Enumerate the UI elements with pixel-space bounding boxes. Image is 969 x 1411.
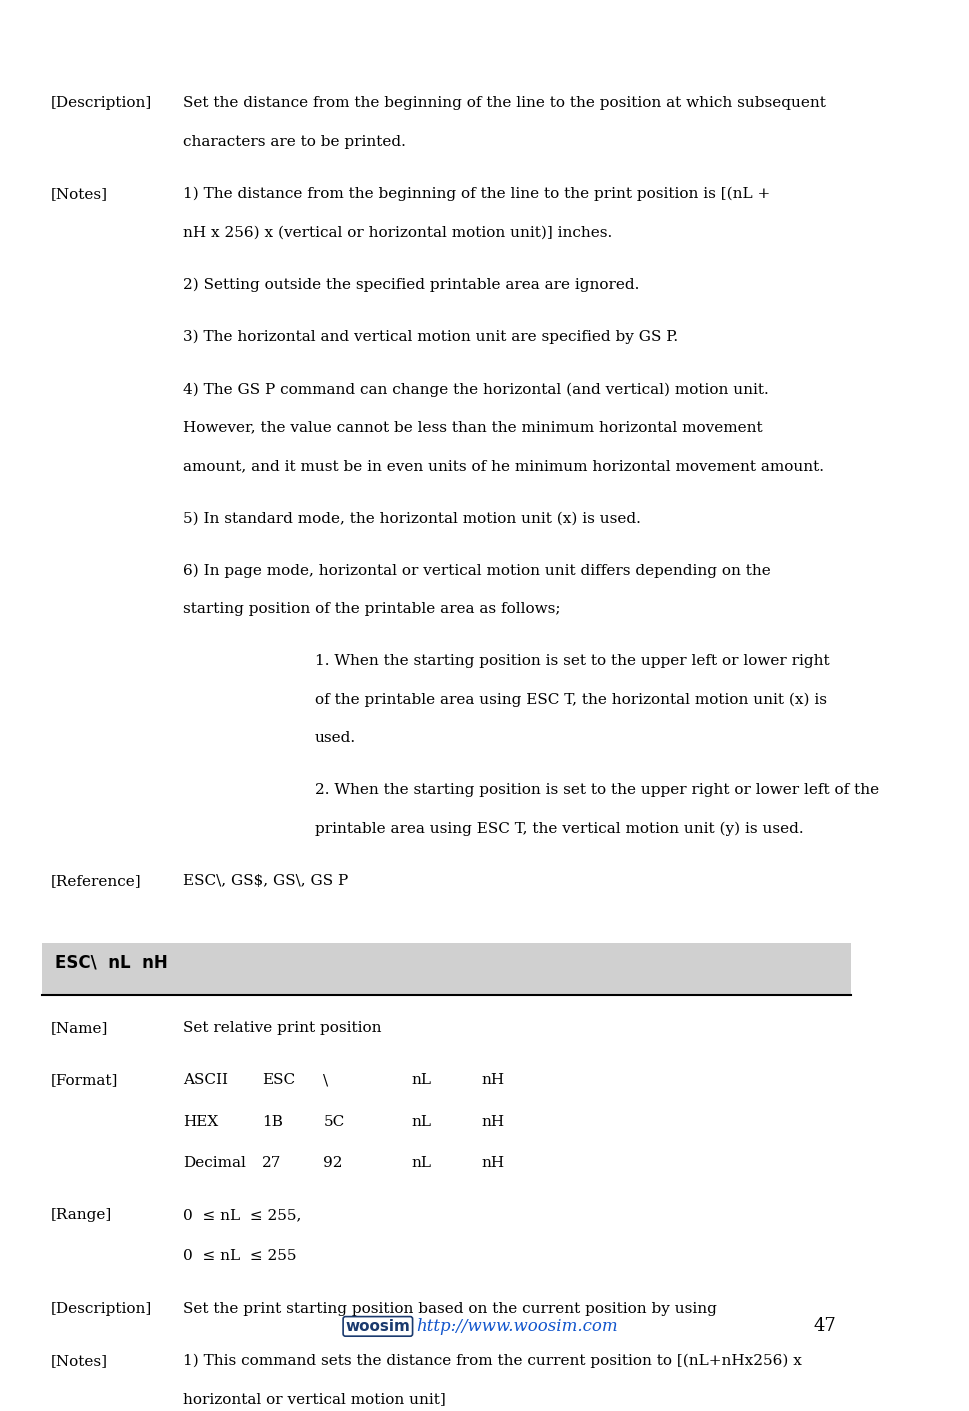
Text: 4) The GS P command can change the horizontal (and vertical) motion unit.: 4) The GS P command can change the horiz… (183, 382, 768, 396)
Text: ESC\, GS$, GS\, GS P: ESC\, GS$, GS\, GS P (183, 875, 348, 888)
Text: 1) This command sets the distance from the current position to [(nL+nHx256) x: 1) This command sets the distance from t… (183, 1355, 801, 1369)
Text: nH: nH (482, 1115, 505, 1129)
Text: nH x 256) x (vertical or horizontal motion unit)] inches.: nH x 256) x (vertical or horizontal moti… (183, 226, 612, 240)
Text: 5C: 5C (324, 1115, 345, 1129)
Text: HEX: HEX (183, 1115, 218, 1129)
Text: 47: 47 (813, 1318, 836, 1335)
Text: [Notes]: [Notes] (51, 188, 108, 200)
Text: starting position of the printable area as follows;: starting position of the printable area … (183, 602, 560, 617)
Text: Set the print starting position based on the current position by using: Set the print starting position based on… (183, 1301, 717, 1315)
Text: nH: nH (482, 1074, 505, 1088)
Text: 2. When the starting position is set to the upper right or lower left of the: 2. When the starting position is set to … (315, 783, 879, 797)
Text: 6) In page mode, horizontal or vertical motion unit differs depending on the: 6) In page mode, horizontal or vertical … (183, 563, 770, 579)
Text: Set relative print position: Set relative print position (183, 1022, 381, 1036)
Text: nL: nL (411, 1156, 431, 1170)
Text: woosim: woosim (345, 1319, 410, 1333)
Text: 5) In standard mode, the horizontal motion unit (x) is used.: 5) In standard mode, the horizontal moti… (183, 511, 641, 525)
Text: 1. When the starting position is set to the upper left or lower right: 1. When the starting position is set to … (315, 655, 829, 669)
Bar (42, 943, 851, 995)
Text: ESC: ESC (262, 1074, 295, 1088)
Text: http://www.woosim.com: http://www.woosim.com (416, 1318, 617, 1335)
Text: [Notes]: [Notes] (51, 1355, 108, 1367)
Text: of the printable area using ESC T, the horizontal motion unit (x) is: of the printable area using ESC T, the h… (315, 693, 827, 707)
Text: ESC\  nL  nH: ESC\ nL nH (55, 954, 168, 972)
Text: 0  ≤ nL  ≤ 255: 0 ≤ nL ≤ 255 (183, 1249, 297, 1263)
Text: \: \ (324, 1074, 328, 1088)
Text: 1B: 1B (262, 1115, 283, 1129)
Text: 1) The distance from the beginning of the line to the print position is [(nL +: 1) The distance from the beginning of th… (183, 188, 770, 202)
Text: [Description]: [Description] (51, 96, 152, 110)
Text: horizontal or vertical motion unit]: horizontal or vertical motion unit] (183, 1393, 446, 1407)
Text: ASCII: ASCII (183, 1074, 228, 1088)
Text: nH: nH (482, 1156, 505, 1170)
Text: printable area using ESC T, the vertical motion unit (y) is used.: printable area using ESC T, the vertical… (315, 823, 803, 837)
Text: nL: nL (411, 1074, 431, 1088)
Text: [Range]: [Range] (51, 1208, 112, 1222)
Text: [Name]: [Name] (51, 1022, 109, 1036)
Text: 2) Setting outside the specified printable area are ignored.: 2) Setting outside the specified printab… (183, 278, 640, 292)
Text: characters are to be printed.: characters are to be printed. (183, 135, 406, 148)
Text: [Description]: [Description] (51, 1301, 152, 1315)
Text: amount, and it must be in even units of he minimum horizontal movement amount.: amount, and it must be in even units of … (183, 459, 824, 473)
Text: 92: 92 (324, 1156, 343, 1170)
Text: [Reference]: [Reference] (51, 875, 141, 888)
Text: used.: used. (315, 731, 356, 745)
Text: 27: 27 (262, 1156, 281, 1170)
Text: Decimal: Decimal (183, 1156, 246, 1170)
Text: [Format]: [Format] (51, 1074, 118, 1088)
Text: However, the value cannot be less than the minimum horizontal movement: However, the value cannot be less than t… (183, 420, 763, 435)
Text: 0  ≤ nL  ≤ 255,: 0 ≤ nL ≤ 255, (183, 1208, 301, 1222)
Text: nL: nL (411, 1115, 431, 1129)
Text: Set the distance from the beginning of the line to the position at which subsequ: Set the distance from the beginning of t… (183, 96, 826, 110)
Text: 3) The horizontal and vertical motion unit are specified by GS P.: 3) The horizontal and vertical motion un… (183, 330, 678, 344)
